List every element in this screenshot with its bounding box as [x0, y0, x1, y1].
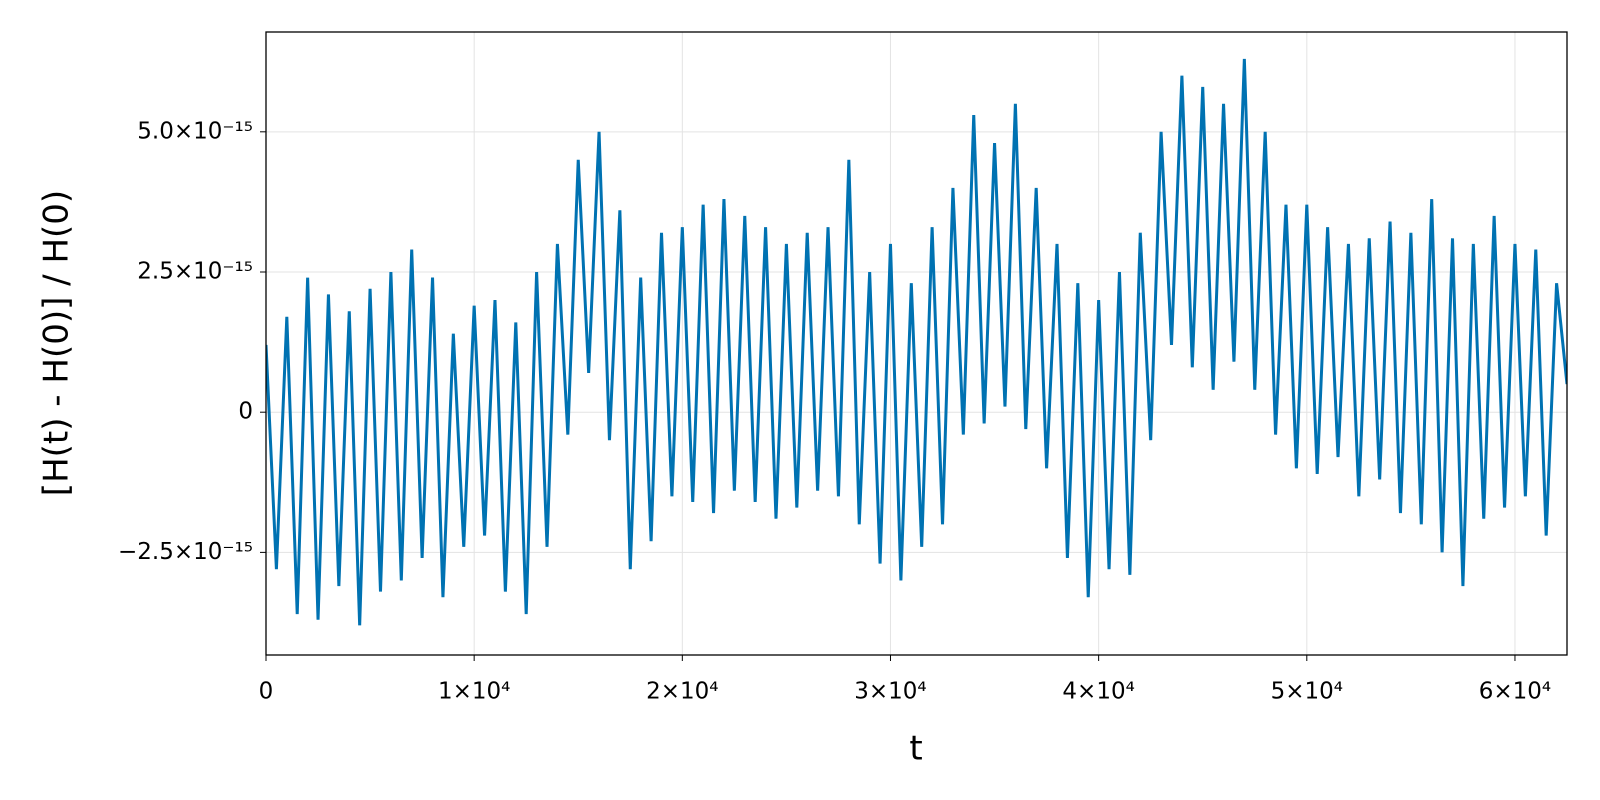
x-tick-label: 6×10⁴	[1479, 679, 1551, 705]
x-tick-label: 1×10⁴	[438, 679, 510, 705]
x-tick-label: 3×10⁴	[854, 679, 926, 705]
x-tick-label: 2×10⁴	[646, 679, 718, 705]
y-tick-label: 2.5×10⁻¹⁵	[137, 259, 253, 285]
y-tick-label: 0	[238, 399, 253, 425]
y-tick-label: 5.0×10⁻¹⁵	[137, 118, 253, 144]
x-tick-label: 5×10⁴	[1271, 679, 1343, 705]
x-axis-title: t	[909, 729, 922, 769]
x-tick-label: 0	[259, 679, 274, 705]
data-line	[266, 58, 1567, 626]
y-tick-label: −2.5×10⁻¹⁵	[118, 539, 253, 565]
y-axis-title: [H(t) - H(0)] / H(0)	[37, 190, 77, 496]
plot-frame	[265, 31, 1568, 656]
x-tick-label: 4×10⁴	[1062, 679, 1134, 705]
